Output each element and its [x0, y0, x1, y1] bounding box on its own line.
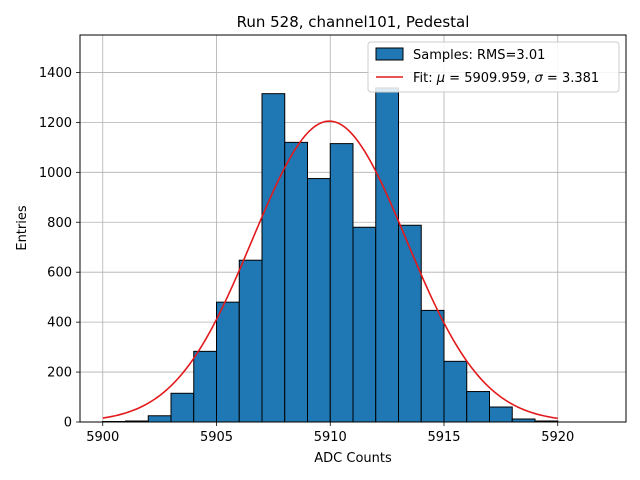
histogram-bar — [147, 415, 172, 423]
y-axis-label: Entries — [15, 205, 30, 251]
histogram-bar — [193, 350, 217, 423]
legend-swatch-samples — [375, 47, 404, 61]
gaussian-fit-curve — [102, 120, 558, 420]
legend-fit-mu: 5909.959 — [464, 71, 526, 86]
legend: Samples: RMS=3.01 Fit: μ = 5909.959, σ =… — [367, 41, 620, 93]
axis-ticks: 5900 5905 5910 5915 5920 0 200 400 600 800 1000 120… — [39, 66, 574, 445]
histogram-bar — [170, 392, 195, 423]
legend-label-samples: Samples: RMS=3.01 — [413, 48, 545, 63]
x-tick-label: 5905 — [200, 430, 233, 445]
histogram-bar — [329, 143, 354, 423]
y-tick-label: 400 — [47, 316, 72, 331]
x-tick-label: 5915 — [427, 430, 460, 445]
x-tick-label: 5920 — [541, 430, 574, 445]
x-axis-label: ADC Counts — [314, 451, 392, 466]
y-tick-label: 1000 — [39, 166, 72, 181]
y-tick-label: 200 — [47, 366, 72, 381]
y-tick-label: 800 — [47, 216, 72, 231]
legend-box — [367, 41, 620, 93]
histogram-bar — [284, 141, 308, 423]
legend-fit-prefix: Fit: — [413, 71, 437, 86]
plot-frame — [79, 34, 627, 423]
x-tick-label: 5900 — [86, 430, 119, 445]
histogram-bar — [443, 360, 468, 423]
histogram-bar — [375, 87, 399, 423]
y-tick-label: 0 — [64, 416, 72, 431]
legend-fit-sigma: 3.381 — [562, 71, 599, 86]
fit-curve-layer — [102, 120, 558, 420]
histogram-bar — [261, 93, 286, 423]
y-tick-label: 1200 — [39, 116, 72, 131]
histogram-bar — [352, 226, 377, 423]
histogram-bar — [238, 259, 263, 423]
chart-title: Run 528, channel101, Pedestal — [237, 13, 470, 31]
histogram-bar — [216, 301, 240, 423]
y-tick-label: 1400 — [39, 66, 72, 81]
legend-label-fit: Fit: μ = 5909.959, σ = 3.381 — [413, 71, 599, 86]
y-tick-label: 600 — [47, 266, 72, 281]
histogram-bar — [398, 224, 422, 423]
x-tick-label: 5910 — [314, 430, 347, 445]
histogram-bar — [466, 391, 490, 423]
histogram-bar — [420, 309, 445, 423]
histogram-bar — [489, 406, 513, 423]
histogram-bar — [307, 178, 331, 423]
